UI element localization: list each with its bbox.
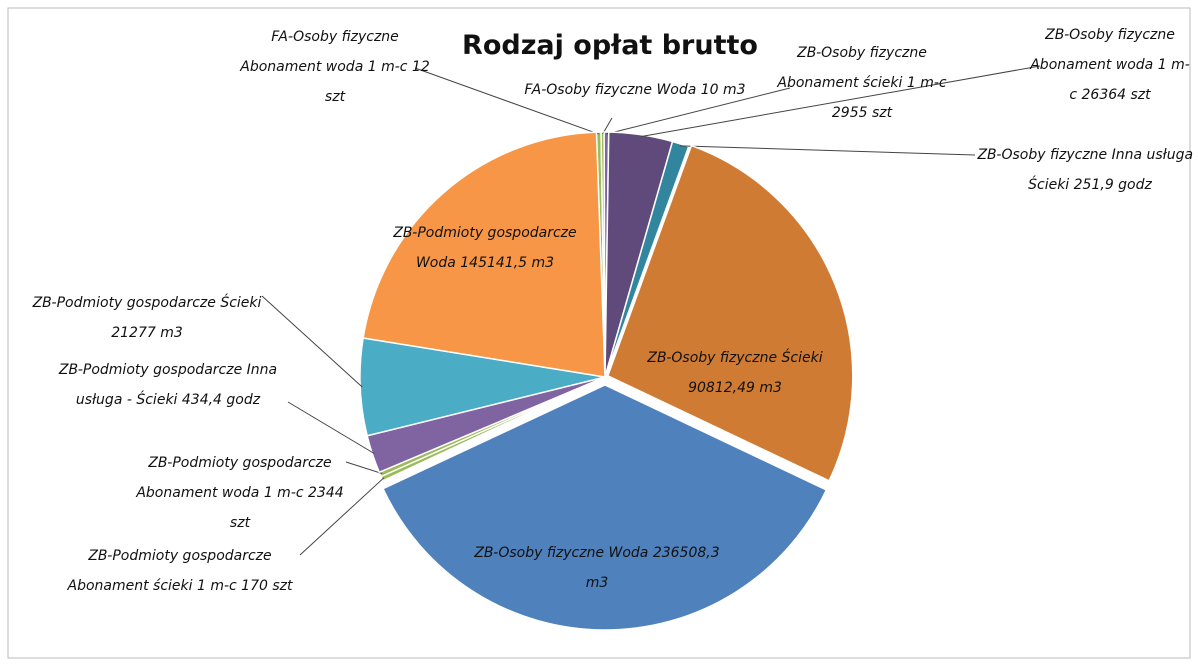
leader-line bbox=[287, 401, 375, 455]
leader-line bbox=[606, 87, 791, 135]
slice-label: ZB-Podmioty gospodarcze Inna usługa - Śc… bbox=[58, 362, 278, 408]
slice-label: ZB-Osoby fizyczne Abonament woda 1 m-c 2… bbox=[1030, 27, 1190, 103]
pie-slice bbox=[382, 384, 828, 631]
leader-line bbox=[299, 477, 385, 556]
slice-label: ZB-Osoby fizyczne Woda 236508,3 m3 bbox=[474, 545, 720, 591]
slice-label: ZB-Osoby fizyczne Ścieki 90812,49 m3 bbox=[647, 350, 823, 396]
chart-border bbox=[7, 7, 1191, 659]
slice-label: ZB-Podmioty gospodarcze Abonament woda 1… bbox=[136, 455, 344, 531]
slice-label: ZB-Osoby fizyczne Abonament ścieki 1 m-c… bbox=[777, 45, 947, 121]
slice-label: ZB-Podmioty gospodarcze Ścieki 21277 m3 bbox=[32, 295, 262, 341]
slice-label: ZB-Podmioty gospodarcze Abonament ścieki… bbox=[67, 548, 293, 594]
slice-label: FA-Osoby fizyczne Abonament woda 1 m-c 1… bbox=[240, 29, 430, 105]
leader-line bbox=[640, 65, 1041, 138]
chart-title: Rodzaj opłat brutto bbox=[462, 30, 758, 61]
pie-slice bbox=[604, 140, 690, 378]
leader-line bbox=[261, 295, 363, 388]
pie-slice bbox=[362, 131, 606, 378]
slice-label: ZB-Podmioty gospodarcze Woda 145141,5 m3 bbox=[393, 225, 577, 271]
pie-slice bbox=[606, 144, 854, 482]
slice-label: FA-Osoby fizyczne Woda 10 m3 bbox=[524, 82, 746, 98]
leader-line bbox=[345, 461, 383, 475]
leader-line bbox=[679, 145, 976, 156]
leader-line bbox=[414, 67, 599, 135]
slice-label: ZB-Osoby fizyczne Inna usługa - Ścieki 2… bbox=[977, 147, 1198, 193]
